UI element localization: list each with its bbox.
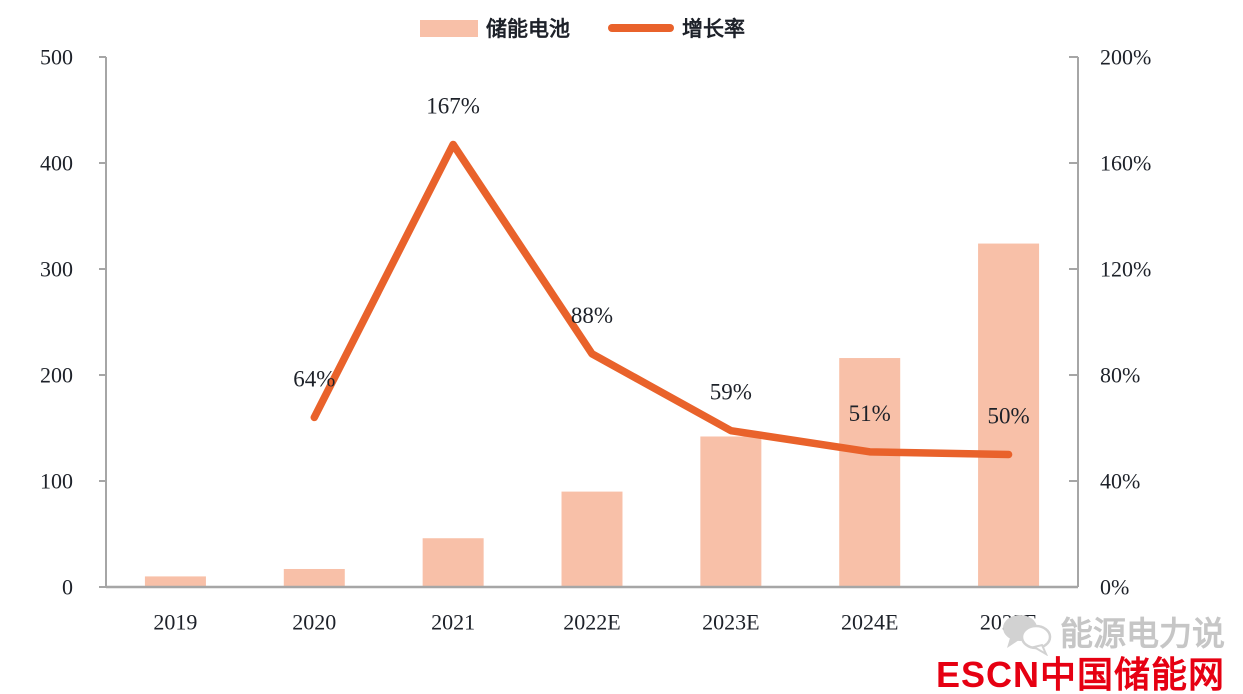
x-axis-label-2019: 2019: [153, 610, 197, 635]
bar-2024E: [839, 358, 901, 587]
bar-2020: [283, 568, 345, 587]
x-axis-label-2021: 2021: [431, 610, 475, 635]
left-axis-tick-label: 300: [40, 257, 73, 282]
bar-2022E: [561, 491, 623, 587]
x-axis-label-2020: 2020: [292, 610, 336, 635]
right-axis-tick-label: 40%: [1100, 469, 1140, 494]
left-axis-tick-label: 400: [40, 151, 73, 176]
x-axis-label-2025E: 2025E: [980, 610, 1037, 635]
data-label-2025E: 50%: [987, 404, 1029, 429]
data-label-2024E: 51%: [849, 401, 891, 426]
left-axis-tick-label: 500: [40, 45, 73, 70]
data-label-2023E: 59%: [710, 380, 752, 405]
left-axis-tick-label: 200: [40, 363, 73, 388]
data-label-2022E: 88%: [571, 303, 613, 328]
legend-label-growth: 增长率: [682, 17, 745, 41]
legend: 储能电池 增长率: [420, 13, 745, 43]
x-axis-label-2024E: 2024E: [841, 610, 898, 635]
bar-2025E: [978, 243, 1040, 587]
bar-2023E: [700, 436, 762, 587]
right-axis-tick-label: 200%: [1100, 45, 1151, 70]
legend-label-battery: 储能电池: [486, 17, 570, 41]
x-axis-label-2022E: 2022E: [563, 610, 620, 635]
growth-rate-line: [310, 140, 1013, 459]
left-axis-tick-label: 100: [40, 469, 73, 494]
legend-item-growth: 增长率: [608, 13, 745, 43]
bar-2021: [422, 538, 484, 587]
line-series-swatch: [608, 24, 674, 32]
left-axis-tick-label: 0: [62, 575, 73, 600]
data-label-2020: 64%: [293, 366, 335, 391]
data-label-2021: 167%: [426, 93, 480, 118]
right-axis-tick-label: 80%: [1100, 363, 1140, 388]
right-axis-tick-label: 160%: [1100, 151, 1151, 176]
bar-series-swatch: [420, 19, 478, 37]
legend-item-battery: 储能电池: [420, 13, 570, 43]
bar-2019: [144, 576, 206, 587]
x-axis-label-2023E: 2023E: [702, 610, 759, 635]
right-axis-tick-label: 0%: [1100, 575, 1129, 600]
right-axis-tick-label: 120%: [1100, 257, 1151, 282]
